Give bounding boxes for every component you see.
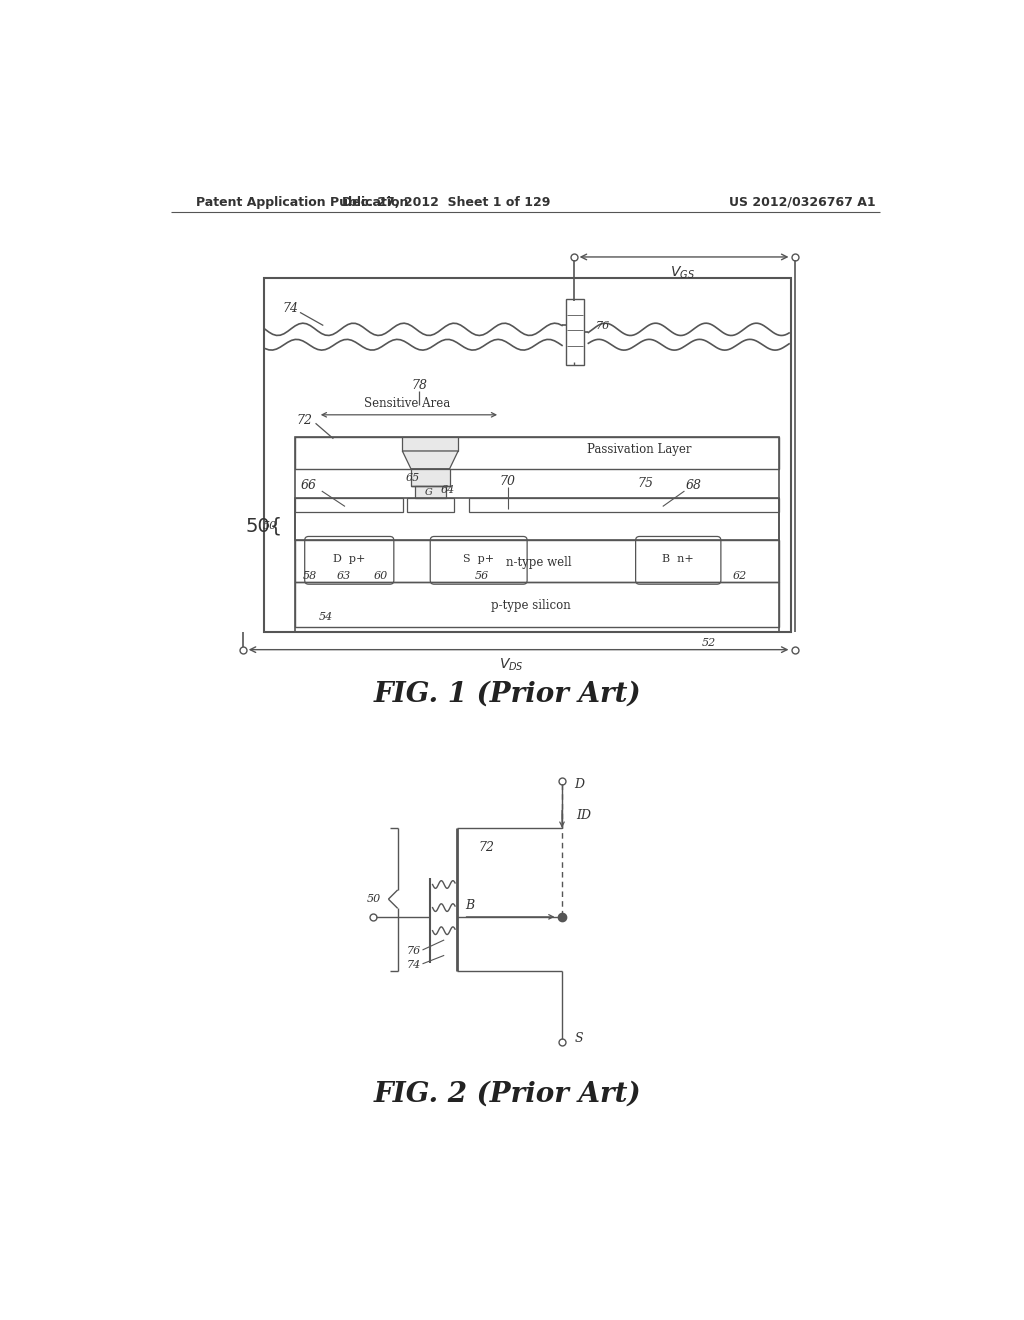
Text: D  p+: D p+ — [333, 554, 366, 564]
Bar — [295, 498, 403, 512]
Bar — [295, 540, 779, 582]
Text: 70: 70 — [500, 475, 516, 488]
Text: Dec. 27, 2012  Sheet 1 of 129: Dec. 27, 2012 Sheet 1 of 129 — [342, 195, 550, 209]
Bar — [402, 437, 458, 451]
Text: 76: 76 — [407, 946, 421, 957]
Text: 68: 68 — [686, 479, 701, 492]
Text: 78: 78 — [412, 379, 427, 392]
Text: FIG. 1 (Prior Art): FIG. 1 (Prior Art) — [374, 681, 642, 708]
Text: FIG. 2 (Prior Art): FIG. 2 (Prior Art) — [374, 1081, 642, 1107]
Bar — [566, 300, 585, 364]
Text: 74: 74 — [283, 302, 299, 315]
Text: 64: 64 — [440, 486, 455, 495]
Bar — [263, 277, 791, 632]
Text: 58: 58 — [303, 570, 317, 581]
Bar — [407, 498, 454, 512]
Text: S  p+: S p+ — [463, 554, 494, 564]
Text: G: G — [425, 488, 432, 498]
Text: 75: 75 — [638, 477, 653, 490]
Text: 50{: 50{ — [246, 517, 283, 536]
Text: $\mathit{V}_{DS}$: $\mathit{V}_{DS}$ — [500, 657, 524, 673]
Text: Sensitive Area: Sensitive Area — [364, 397, 451, 409]
Text: Patent Application Publication: Patent Application Publication — [197, 195, 409, 209]
Text: B  n+: B n+ — [663, 554, 694, 564]
Text: ID: ID — [575, 809, 591, 822]
Bar — [469, 498, 779, 512]
Text: 65: 65 — [407, 473, 420, 483]
Text: Passivation Layer: Passivation Layer — [587, 444, 692, 455]
Text: US 2012/0326767 A1: US 2012/0326767 A1 — [729, 195, 876, 209]
Polygon shape — [402, 451, 458, 469]
Text: p-type silicon: p-type silicon — [492, 599, 570, 612]
Text: 60: 60 — [374, 570, 388, 581]
Bar — [295, 498, 779, 540]
Bar — [295, 437, 779, 469]
Text: 50: 50 — [367, 894, 381, 904]
Text: n-type well: n-type well — [506, 556, 571, 569]
Text: 56: 56 — [474, 570, 488, 581]
Text: 50: 50 — [262, 521, 276, 532]
Text: 66: 66 — [301, 479, 316, 492]
Text: 63: 63 — [336, 570, 350, 581]
Bar — [411, 469, 450, 486]
Text: 76: 76 — [595, 321, 609, 331]
Bar — [415, 486, 445, 498]
Text: 74: 74 — [407, 961, 421, 970]
Text: 72: 72 — [297, 413, 312, 426]
Bar — [295, 582, 779, 627]
Text: B: B — [465, 899, 474, 912]
Text: 52: 52 — [702, 639, 717, 648]
Text: 54: 54 — [318, 612, 333, 622]
Bar — [295, 437, 779, 632]
Text: 72: 72 — [478, 841, 494, 854]
Text: 62: 62 — [733, 570, 748, 581]
Text: $\mathit{V}_{GS}$: $\mathit{V}_{GS}$ — [670, 264, 694, 281]
Text: D: D — [574, 777, 585, 791]
Text: S: S — [574, 1032, 583, 1045]
